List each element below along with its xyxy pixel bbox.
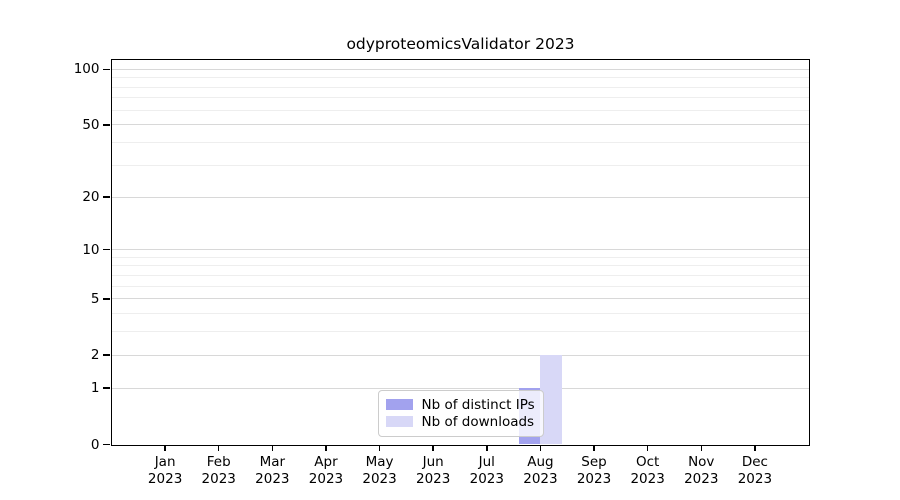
gridline-major [111,354,809,356]
x-tick-label: Aug 2023 [523,453,558,488]
x-tick-mark [325,446,327,451]
x-tick-mark [539,446,542,451]
gridline-major [111,196,809,198]
x-tick-mark [378,446,381,451]
gridline-minor [111,265,809,267]
gridline-major [111,298,809,300]
gridline-minor [111,331,809,333]
x-tick-mark [164,446,166,451]
y-tick-mark [103,298,110,300]
x-tick-label: Jul 2023 [469,453,504,488]
gridline-minor [111,77,809,79]
y-tick-mark [103,248,110,251]
gridline-minor [111,109,809,111]
y-tick-label: 1 [90,380,100,397]
x-tick-label: Jun 2023 [416,453,451,488]
legend: Nb of distinct IPs Nb of downloads [377,389,544,437]
y-tick-label: 20 [82,189,100,205]
gridline-major [111,249,809,251]
downloads-swatch [385,416,413,427]
gridline-minor [111,313,809,315]
x-tick-label: Dec 2023 [737,453,773,488]
x-tick-label: Mar 2023 [255,453,290,488]
x-tick-mark [646,446,649,451]
x-tick-label: Feb 2023 [201,453,236,488]
gridline-minor [111,285,809,287]
gridline-major [111,387,809,389]
y-tick-label: 10 [82,241,100,258]
distinct-ips-swatch [385,399,413,410]
y-tick-mark [103,354,110,356]
x-tick-mark [217,446,220,451]
legend-item-downloads: Nb of downloads [385,413,535,430]
x-tick-label: Nov 2023 [684,453,719,488]
gridline-minor [111,142,809,144]
x-tick-mark [271,446,274,451]
x-tick-mark [593,446,595,451]
y-tick-label: 100 [73,61,100,78]
y-tick-mark [103,196,110,198]
x-tick-label: Sep 2023 [576,453,612,488]
x-tick-label: Jan 2023 [147,453,183,488]
y-tick-label: 2 [90,347,100,364]
legend-item-distinct-ips: Nb of distinct IPs [385,396,535,413]
y-tick-mark [103,387,110,389]
y-tick-label: 0 [90,436,100,453]
y-tick-label: 5 [90,290,100,307]
y-tick-mark [103,443,110,446]
x-tick-mark [754,446,756,451]
legend-label: Nb of downloads [421,413,535,430]
gridline-minor [111,164,809,166]
gridline-minor [111,97,809,99]
chart-title: odyproteomicsValidator 2023 [346,35,575,53]
x-tick-mark [432,446,434,451]
legend-label: Nb of distinct IPs [421,396,535,413]
bar-downloads [540,355,562,445]
gridline-minor [111,256,809,258]
gridline-minor [111,274,809,276]
gridline-major [111,124,809,126]
y-tick-mark [103,124,110,126]
plot-area: Nb of distinct IPs Nb of downloads 0 1 2 5 1… [74,58,810,487]
x-tick-label: May 2023 [362,453,397,488]
x-tick-label: Oct 2023 [630,453,665,488]
x-tick-label: Apr 2023 [308,453,344,488]
gridline-major [111,68,809,70]
x-tick-mark [700,446,703,451]
y-tick-mark [103,68,110,71]
y-tick-label: 50 [82,116,100,133]
gridline-minor [111,86,809,88]
x-tick-mark [486,446,488,451]
